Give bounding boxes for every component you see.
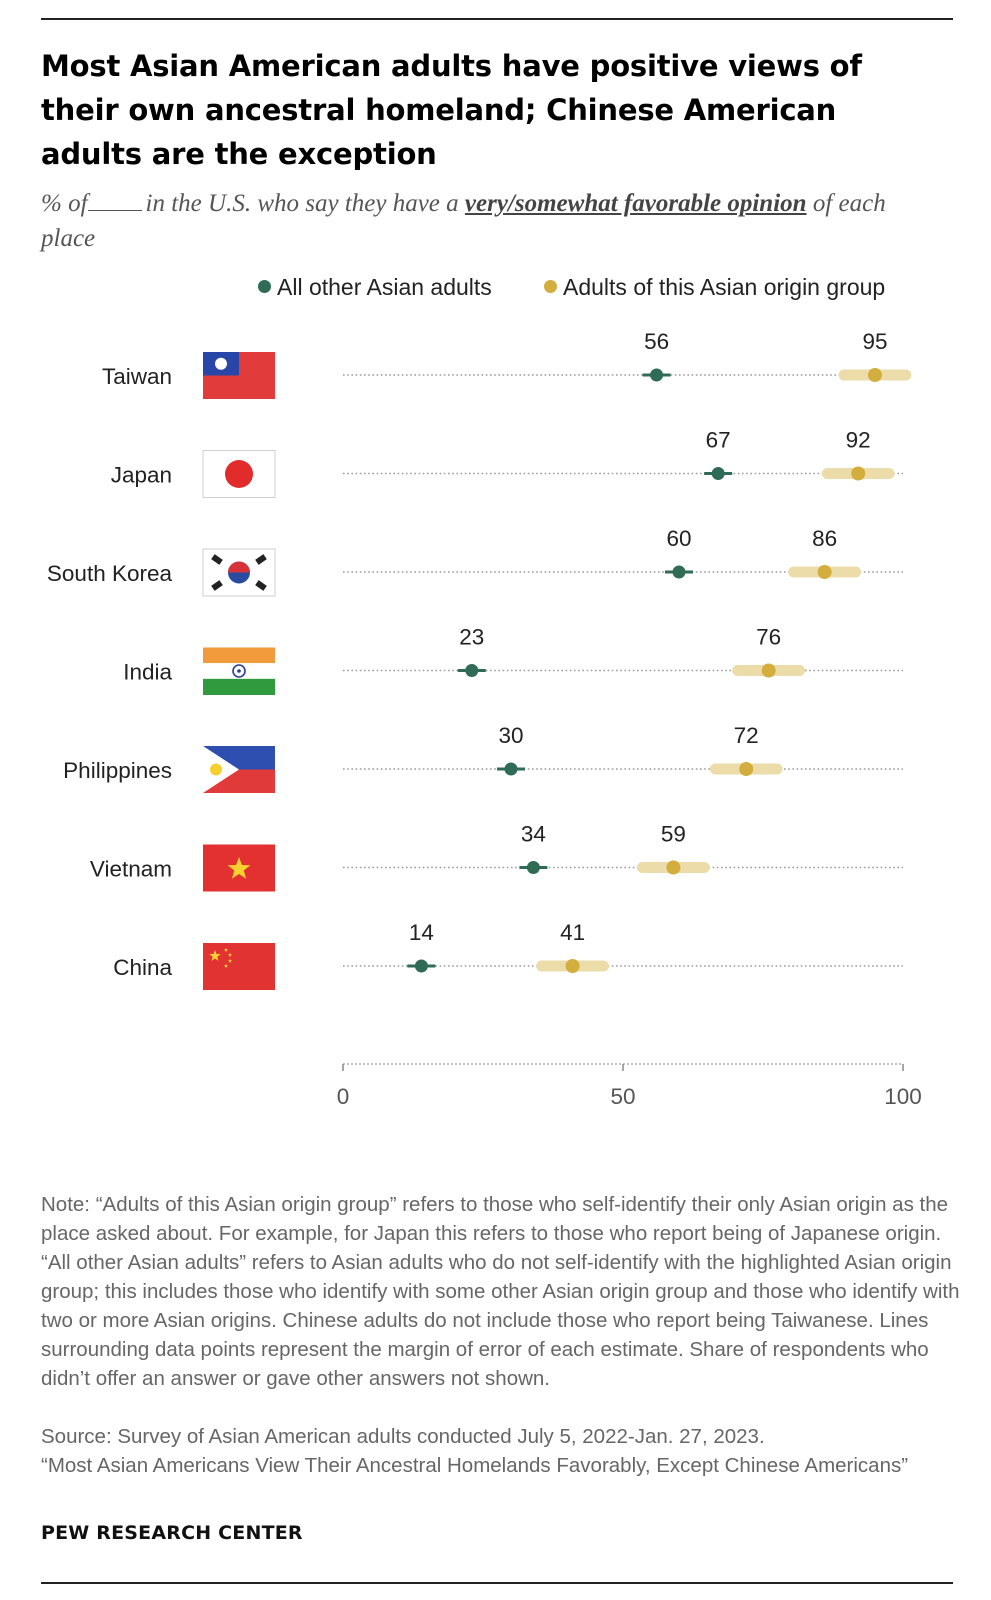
chart-title: Most Asian American adults have positive… bbox=[41, 49, 862, 171]
legend-item-group: Adults of this Asian origin group bbox=[544, 274, 885, 301]
pew-logo-text: PEW RESEARCH CENTER bbox=[41, 1522, 303, 1544]
report-title: “Most Asian Americans View Their Ancestr… bbox=[41, 1454, 909, 1477]
dot-other-south-korea bbox=[672, 565, 686, 579]
category-label-japan: Japan bbox=[111, 463, 172, 488]
dot-other-taiwan bbox=[650, 368, 664, 382]
taiwan-flag-icon bbox=[203, 352, 275, 399]
dot-other-india bbox=[465, 664, 479, 677]
data-label-other-china: 14 bbox=[409, 920, 434, 945]
legend-label-other: All other Asian adults bbox=[277, 274, 492, 300]
china-flag-icon bbox=[203, 943, 275, 990]
subtitle-suffix: of each place bbox=[41, 190, 886, 252]
south-korea-flag-icon bbox=[202, 548, 276, 597]
dot-group-philippines bbox=[739, 762, 754, 776]
dot-plot-chart: Taiwan 56 95 Japan 67 92 South Korea 60 86 India 2… bbox=[47, 329, 922, 1109]
dot-other-vietnam bbox=[526, 861, 540, 874]
data-label-other-india: 23 bbox=[459, 625, 484, 650]
dot-group-china bbox=[565, 959, 580, 973]
data-label-other-philippines: 30 bbox=[498, 723, 523, 748]
source-text: Source: Survey of Asian American adults … bbox=[41, 1425, 765, 1448]
japan-flag-icon bbox=[202, 450, 276, 498]
legend-item-other: All other Asian adults bbox=[258, 274, 492, 301]
subtitle-prefix: % of bbox=[41, 190, 88, 217]
data-label-group-south-korea: 86 bbox=[812, 526, 837, 551]
data-label-other-vietnam: 34 bbox=[521, 822, 546, 847]
category-label-south-korea: South Korea bbox=[47, 561, 173, 586]
data-label-other-japan: 67 bbox=[706, 428, 731, 453]
x-tick-label: 100 bbox=[884, 1084, 922, 1109]
dot-other-japan bbox=[711, 467, 725, 480]
dot-group-japan bbox=[851, 466, 866, 481]
subtitle-emphasis: very/somewhat favorable opinion bbox=[464, 190, 807, 217]
chart-subtitle: % of in the U.S. who say they have a very… bbox=[41, 186, 941, 256]
bottom-rule bbox=[41, 1582, 953, 1584]
top-rule bbox=[41, 18, 953, 20]
dot-group-india bbox=[761, 663, 776, 678]
dot-other-china bbox=[414, 959, 428, 973]
x-tick-label: 0 bbox=[337, 1084, 350, 1109]
vietnam-flag-icon bbox=[203, 844, 275, 892]
legend-dot-other bbox=[258, 280, 271, 294]
subtitle-mid: in the U.S. who say they have a bbox=[145, 190, 459, 217]
category-label-india: India bbox=[123, 660, 172, 685]
dot-group-south-korea bbox=[817, 565, 832, 579]
legend-label-group: Adults of this Asian origin group bbox=[563, 274, 886, 300]
legend: All other Asian adults Adults of this As… bbox=[0, 274, 991, 304]
footnote: Note: “Adults of this Asian origin group… bbox=[41, 1193, 960, 1390]
data-label-group-philippines: 72 bbox=[734, 723, 759, 748]
data-label-other-taiwan: 56 bbox=[644, 329, 669, 354]
data-label-group-vietnam: 59 bbox=[661, 822, 686, 847]
philippines-flag-icon bbox=[203, 746, 275, 793]
subtitle-blank bbox=[87, 190, 142, 211]
india-flag-icon bbox=[203, 647, 275, 695]
x-tick-label: 50 bbox=[610, 1084, 635, 1109]
data-label-group-taiwan: 95 bbox=[862, 329, 887, 354]
data-label-group-japan: 92 bbox=[846, 428, 871, 453]
legend-dot-group bbox=[544, 280, 557, 294]
category-label-vietnam: Vietnam bbox=[90, 857, 172, 882]
category-label-taiwan: Taiwan bbox=[102, 364, 172, 389]
dot-group-taiwan bbox=[868, 368, 882, 382]
source-note: Source: Survey of Asian American adults … bbox=[41, 1422, 961, 1480]
data-label-other-south-korea: 60 bbox=[666, 526, 691, 551]
data-label-group-china: 41 bbox=[560, 920, 585, 945]
dot-group-vietnam bbox=[666, 860, 681, 875]
data-label-group-india: 76 bbox=[756, 625, 781, 650]
category-label-philippines: Philippines bbox=[63, 758, 172, 783]
category-label-china: China bbox=[113, 955, 172, 980]
dot-other-philippines bbox=[504, 762, 518, 776]
